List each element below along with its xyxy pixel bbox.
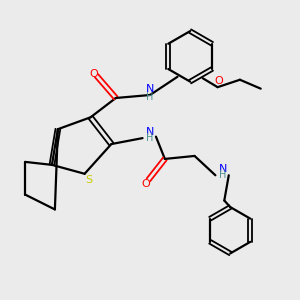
Text: H: H — [219, 170, 226, 180]
Text: O: O — [215, 76, 224, 85]
Text: S: S — [85, 175, 93, 185]
Text: H: H — [146, 133, 154, 143]
Text: H: H — [146, 92, 154, 101]
Text: O: O — [141, 179, 150, 189]
Text: N: N — [146, 127, 154, 136]
Text: N: N — [219, 164, 227, 174]
Text: O: O — [89, 69, 98, 79]
Text: N: N — [146, 84, 154, 94]
